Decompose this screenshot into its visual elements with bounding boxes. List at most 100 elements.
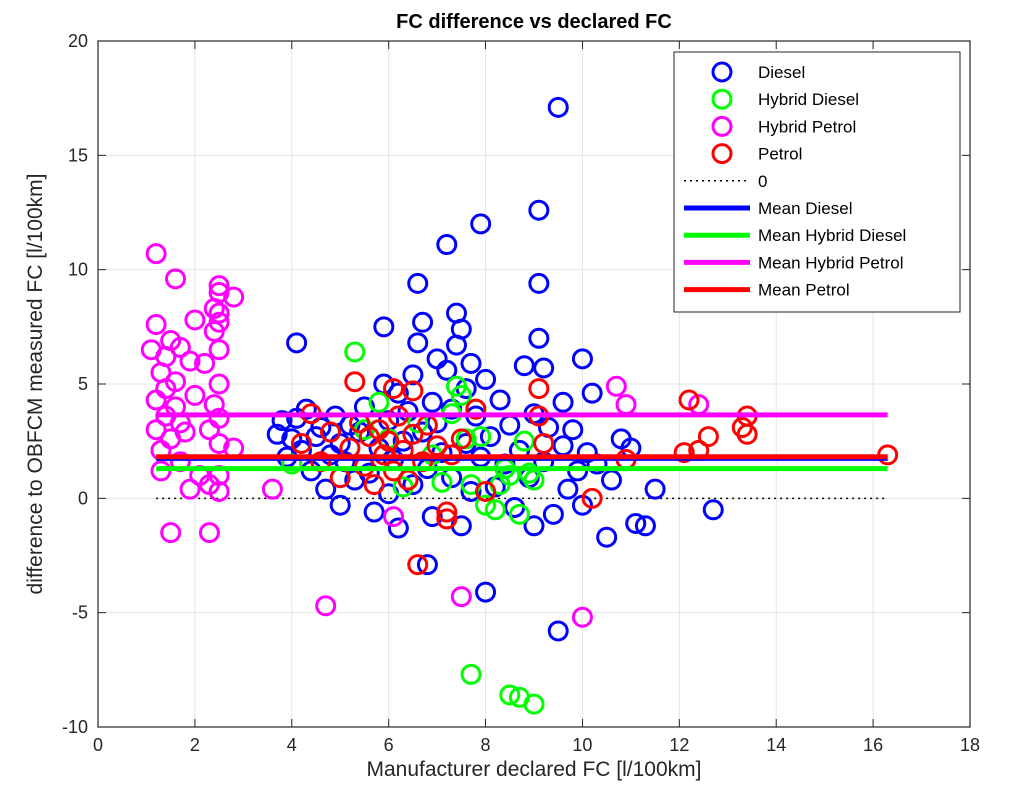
data-point (402, 474, 424, 496)
data-point (475, 581, 497, 603)
data-point (387, 382, 409, 404)
data-point (625, 512, 647, 534)
data-point (499, 684, 521, 706)
y-tick-label: 15 (68, 145, 88, 165)
y-tick-label: 20 (68, 31, 88, 51)
data-point (179, 478, 201, 500)
data-point (508, 503, 530, 525)
data-point (174, 421, 196, 443)
data-point (562, 419, 584, 441)
data-point (315, 478, 337, 500)
legend-label: 0 (758, 172, 767, 191)
data-point (702, 499, 724, 521)
y-tick-label: 10 (68, 260, 88, 280)
data-point (407, 272, 429, 294)
legend: Diesel Hybrid Diesel Hybrid Petrol Petrol 0 M… (673, 51, 961, 313)
data-point (547, 96, 569, 118)
y-tick-label: -5 (72, 603, 88, 623)
data-point (552, 391, 574, 413)
data-point (484, 499, 506, 521)
data-point (416, 554, 438, 576)
legend-label: Mean Diesel (758, 199, 853, 218)
data-point (286, 332, 308, 354)
data-point (450, 384, 472, 406)
data-point (421, 391, 443, 413)
data-point (436, 508, 458, 530)
data-point (673, 442, 695, 464)
data-point (295, 398, 317, 420)
data-point (266, 423, 288, 445)
data-point (179, 350, 201, 372)
legend-label: Diesel (758, 63, 805, 82)
legend-label: Mean Hybrid Petrol (758, 253, 904, 272)
data-point (634, 515, 656, 537)
legend-marker-hybrid-diesel (711, 88, 733, 110)
data-point (644, 478, 666, 500)
data-point (165, 268, 187, 290)
data-point (581, 487, 603, 509)
data-point (470, 213, 492, 235)
legend-box (673, 51, 961, 313)
x-tick-label: 8 (481, 735, 491, 755)
data-point (208, 282, 230, 304)
data-point (605, 375, 627, 397)
legend-label: Mean Petrol (758, 281, 850, 300)
data-point (165, 371, 187, 393)
data-point (523, 515, 545, 537)
data-point (184, 384, 206, 406)
data-point (513, 355, 535, 377)
x-tick-label: 6 (384, 735, 394, 755)
x-tick-label: 18 (960, 735, 980, 755)
data-point (387, 517, 409, 539)
data-point (571, 606, 593, 628)
legend-label: Hybrid Petrol (758, 117, 856, 136)
x-tick-label: 2 (190, 735, 200, 755)
y-tick-label: 5 (78, 374, 88, 394)
data-point (528, 378, 550, 400)
data-point (160, 522, 182, 544)
data-point (145, 243, 167, 265)
data-point (261, 478, 283, 500)
data-point (450, 428, 472, 450)
data-point (208, 373, 230, 395)
data-point (533, 357, 555, 379)
data-point (533, 432, 555, 454)
data-point (557, 478, 579, 500)
data-point (465, 398, 487, 420)
data-point (208, 407, 230, 429)
data-point (596, 526, 618, 548)
data-point (383, 378, 405, 400)
legend-marker-hybrid-petrol (711, 115, 733, 137)
data-point (194, 352, 216, 374)
data-point (421, 506, 443, 528)
data-point (528, 199, 550, 221)
data-point (271, 410, 293, 432)
data-point (310, 416, 332, 438)
data-point (571, 348, 593, 370)
data-point (208, 311, 230, 333)
data-point (344, 341, 366, 363)
data-point (208, 432, 230, 454)
data-point (208, 302, 230, 324)
data-point (402, 364, 424, 386)
data-point (436, 234, 458, 256)
data-point (528, 327, 550, 349)
axis-ticks: 0 2 4 6 8 10 12 14 16 18 -10 -5 0 5 10 15 20 (62, 31, 980, 755)
data-point (407, 332, 429, 354)
legend-marker-diesel (711, 61, 733, 83)
data-point (731, 416, 753, 438)
data-point (523, 693, 545, 715)
data-point (223, 286, 245, 308)
data-point (470, 426, 492, 448)
data-point (320, 421, 342, 443)
data-point (436, 501, 458, 523)
x-tick-label: 12 (669, 735, 689, 755)
x-axis-label: Manufacturer declared FC [l/100km] (367, 758, 702, 781)
data-point (513, 430, 535, 452)
data-point (378, 430, 400, 452)
data-point (547, 620, 569, 642)
data-point (479, 426, 501, 448)
data-point (363, 474, 385, 496)
legend-label: Hybrid Diesel (758, 90, 859, 109)
